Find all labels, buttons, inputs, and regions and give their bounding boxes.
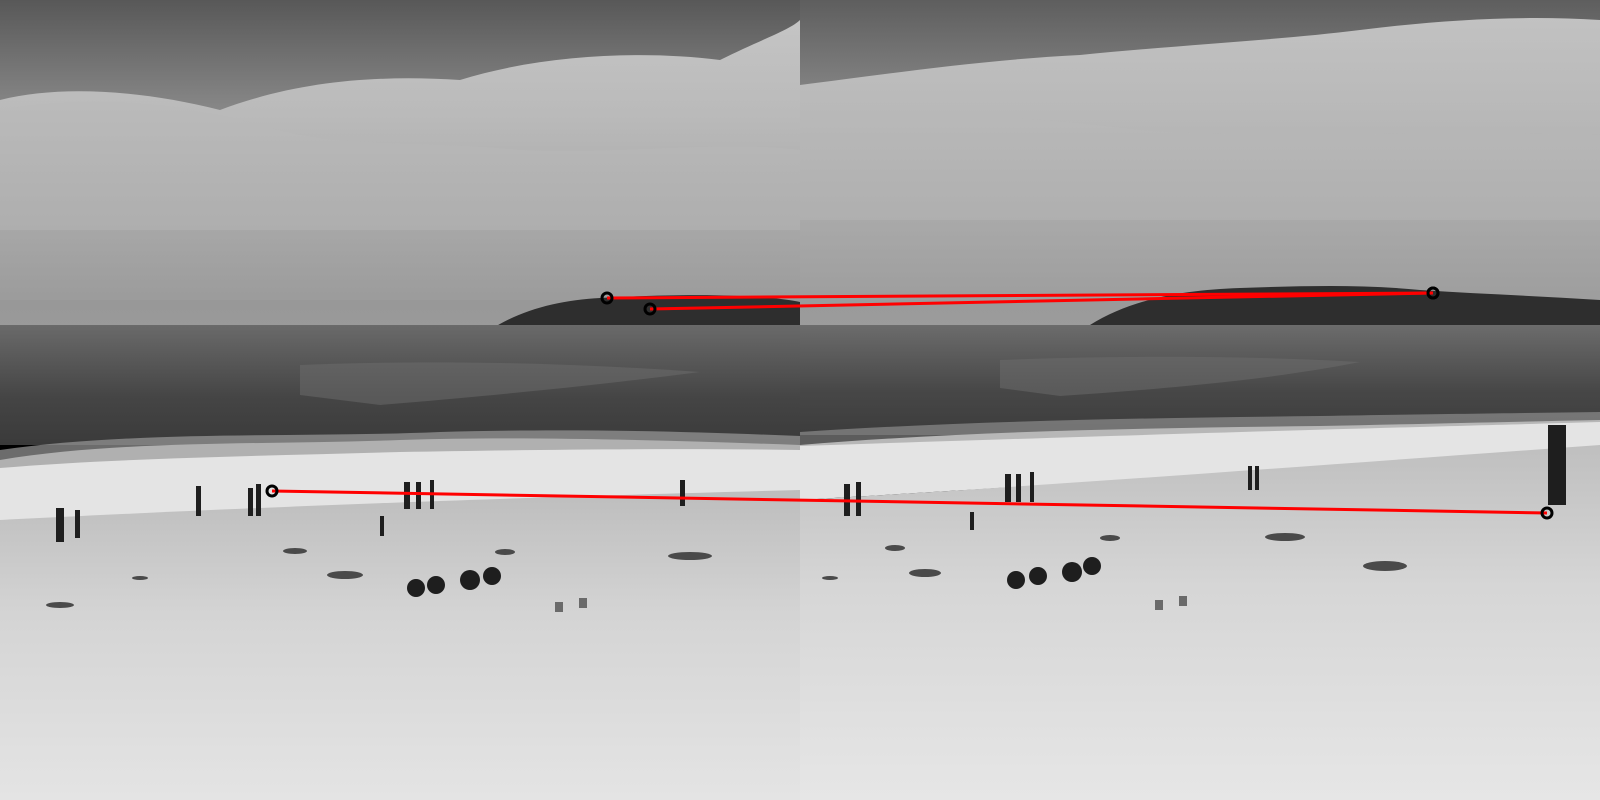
current-streak (1000, 356, 1360, 396)
left-image (0, 0, 800, 800)
cloud-bank (800, 18, 1600, 300)
sand (800, 445, 1600, 800)
posts (555, 598, 587, 612)
right-beach-scene (800, 0, 1600, 800)
sand (0, 490, 800, 800)
current-streak (300, 362, 700, 405)
surf (800, 420, 1600, 500)
wave-crest (0, 430, 800, 468)
cloud-layer (0, 101, 800, 230)
posts (1155, 596, 1187, 610)
kelp-patches (822, 533, 1407, 580)
cloud-bank (0, 20, 800, 300)
cloud-layer (800, 114, 1600, 220)
left-beach-scene (0, 0, 800, 800)
kelp-patches (46, 548, 712, 608)
wave-crest (800, 412, 1600, 446)
right-image (800, 0, 1600, 800)
